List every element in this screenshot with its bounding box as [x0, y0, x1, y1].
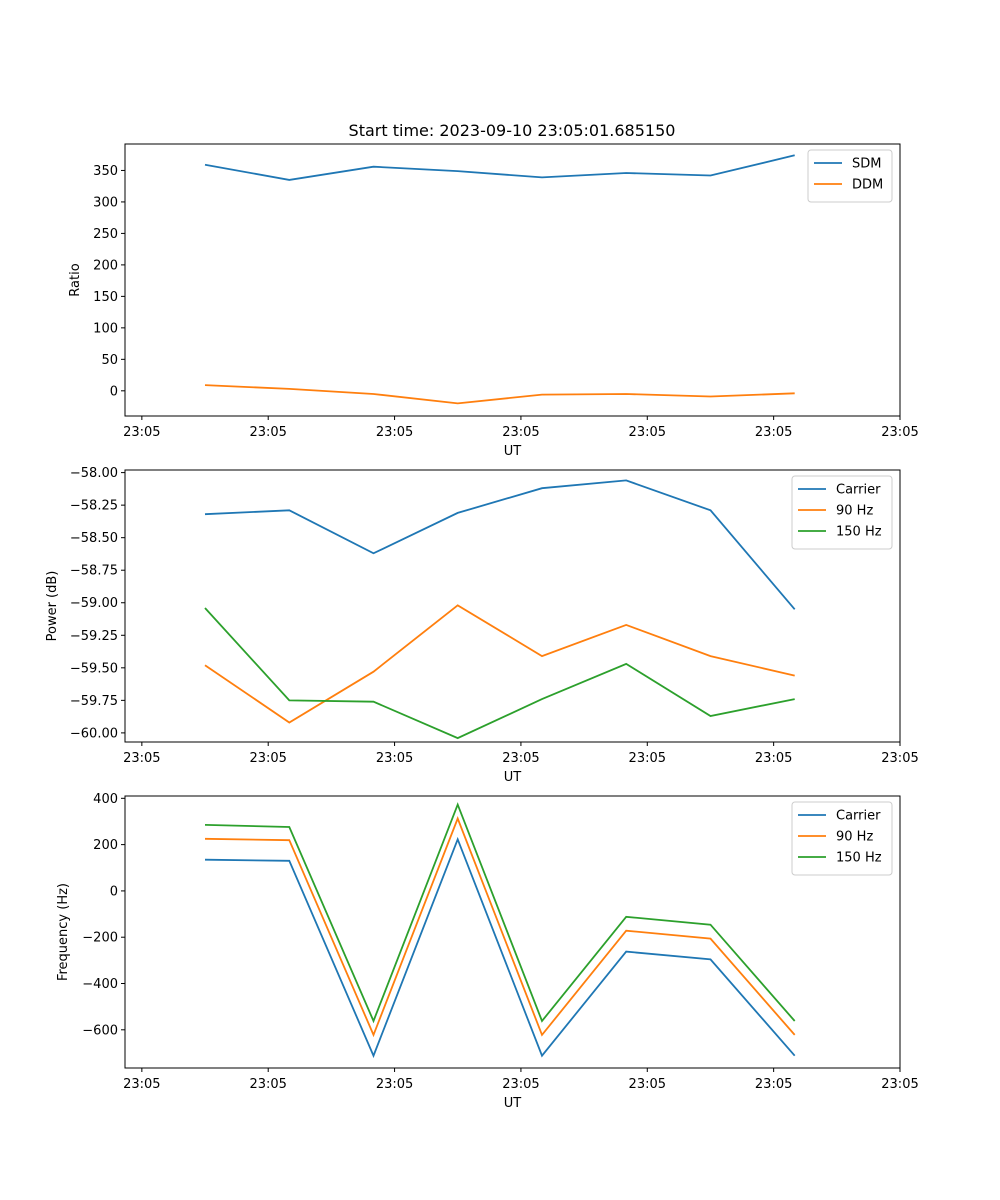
x-axis-label: UT	[504, 444, 522, 459]
axes-frame	[124, 143, 901, 417]
y-tick-label: 0	[110, 384, 118, 399]
x-tick-label: 23:05	[123, 1077, 160, 1092]
y-axis-label: Ratio	[68, 263, 83, 296]
x-tick-label: 23:05	[629, 1077, 666, 1092]
legend-label-150-hz: 150 Hz	[836, 851, 882, 866]
y-tick-label: −400	[82, 977, 118, 992]
y-tick-label: −58.00	[70, 466, 118, 481]
y-axis-label: Power (dB)	[45, 571, 60, 642]
x-tick-label: 23:05	[881, 1077, 918, 1092]
series-line-150-hz	[204, 607, 795, 740]
x-tick-label: 23:05	[629, 751, 666, 766]
x-tick-label: 23:05	[123, 751, 160, 766]
y-tick-label: 200	[93, 838, 118, 853]
x-tick-label: 23:05	[755, 425, 792, 440]
series-line-sdm	[204, 154, 795, 181]
y-axis-label: Frequency (Hz)	[56, 883, 71, 981]
legend-label-ddm: DDM	[852, 178, 883, 193]
figure-title: Start time: 2023-09-10 23:05:01.685150	[349, 121, 676, 140]
y-tick-label: −200	[82, 931, 118, 946]
chart-panel-2: 23:05 23:05 23:05 23:05 23:05 23:05 23:05 −58.0…	[45, 466, 919, 785]
x-tick-label: 23:05	[249, 425, 286, 440]
x-tick-label: 23:05	[629, 425, 666, 440]
axes-frame	[124, 469, 901, 743]
chart-panel-1: 23:05 23:05 23:05 23:05 23:05 23:05 23:05 0 50 10…	[68, 143, 919, 459]
series-line-90-hz	[204, 816, 796, 1038]
legend-label-carrier: Carrier	[836, 483, 881, 498]
y-tick-label: 250	[93, 227, 118, 242]
y-tick-label: 50	[101, 353, 118, 368]
x-tick-label: 23:05	[755, 751, 792, 766]
series-line-150-hz	[204, 802, 796, 1024]
y-tick-label: 350	[93, 164, 118, 179]
series-line-carrier	[204, 836, 796, 1059]
y-tick-label: −60.00	[70, 726, 118, 741]
x-tick-label: 23:05	[755, 1077, 792, 1092]
y-tick-label: 400	[93, 792, 118, 807]
legend: SDM DDM	[807, 149, 893, 203]
x-tick-label: 23:05	[376, 1077, 413, 1092]
legend-label-sdm: SDM	[852, 157, 881, 172]
legend: Carrier 90 Hz 150 Hz	[791, 475, 893, 550]
series-line-90-hz	[204, 604, 795, 724]
x-tick-label: 23:05	[881, 425, 918, 440]
x-axis-label: UT	[504, 770, 522, 785]
x-tick-label: 23:05	[502, 1077, 539, 1092]
x-tick-label: 23:05	[881, 751, 918, 766]
axes-frame	[124, 795, 901, 1069]
x-tick-label: 23:05	[123, 425, 160, 440]
x-tick-label: 23:05	[249, 1077, 286, 1092]
legend: Carrier 90 Hz 150 Hz	[791, 801, 893, 876]
y-tick-label: −58.25	[70, 499, 118, 514]
y-tick-label: −59.50	[70, 661, 118, 676]
y-tick-label: 100	[93, 321, 118, 336]
legend-label-carrier: Carrier	[836, 809, 881, 824]
y-tick-label: 200	[93, 258, 118, 273]
y-tick-label: −59.00	[70, 596, 118, 611]
y-tick-label: 0	[110, 884, 118, 899]
x-tick-label: 23:05	[502, 425, 539, 440]
y-tick-label: −58.50	[70, 531, 118, 546]
y-tick-label: −59.25	[70, 629, 118, 644]
y-tick-label: −600	[82, 1023, 118, 1038]
y-tick-label: −59.75	[70, 694, 118, 709]
x-tick-label: 23:05	[376, 425, 413, 440]
x-tick-label: 23:05	[376, 751, 413, 766]
x-axis-label: UT	[504, 1096, 522, 1111]
legend-label-90-hz: 90 Hz	[836, 504, 873, 519]
x-tick-label: 23:05	[249, 751, 286, 766]
legend-label-90-hz: 90 Hz	[836, 830, 873, 845]
series-line-carrier	[204, 479, 796, 610]
chart-panel-3: 23:05 23:05 23:05 23:05 23:05 23:05 23:05 400 20…	[56, 792, 919, 1111]
series-line-ddm	[204, 384, 795, 405]
y-tick-label: 150	[93, 290, 118, 305]
y-tick-label: −58.75	[70, 564, 118, 579]
y-tick-label: 300	[93, 195, 118, 210]
legend-label-150-hz: 150 Hz	[836, 525, 882, 540]
x-tick-label: 23:05	[502, 751, 539, 766]
